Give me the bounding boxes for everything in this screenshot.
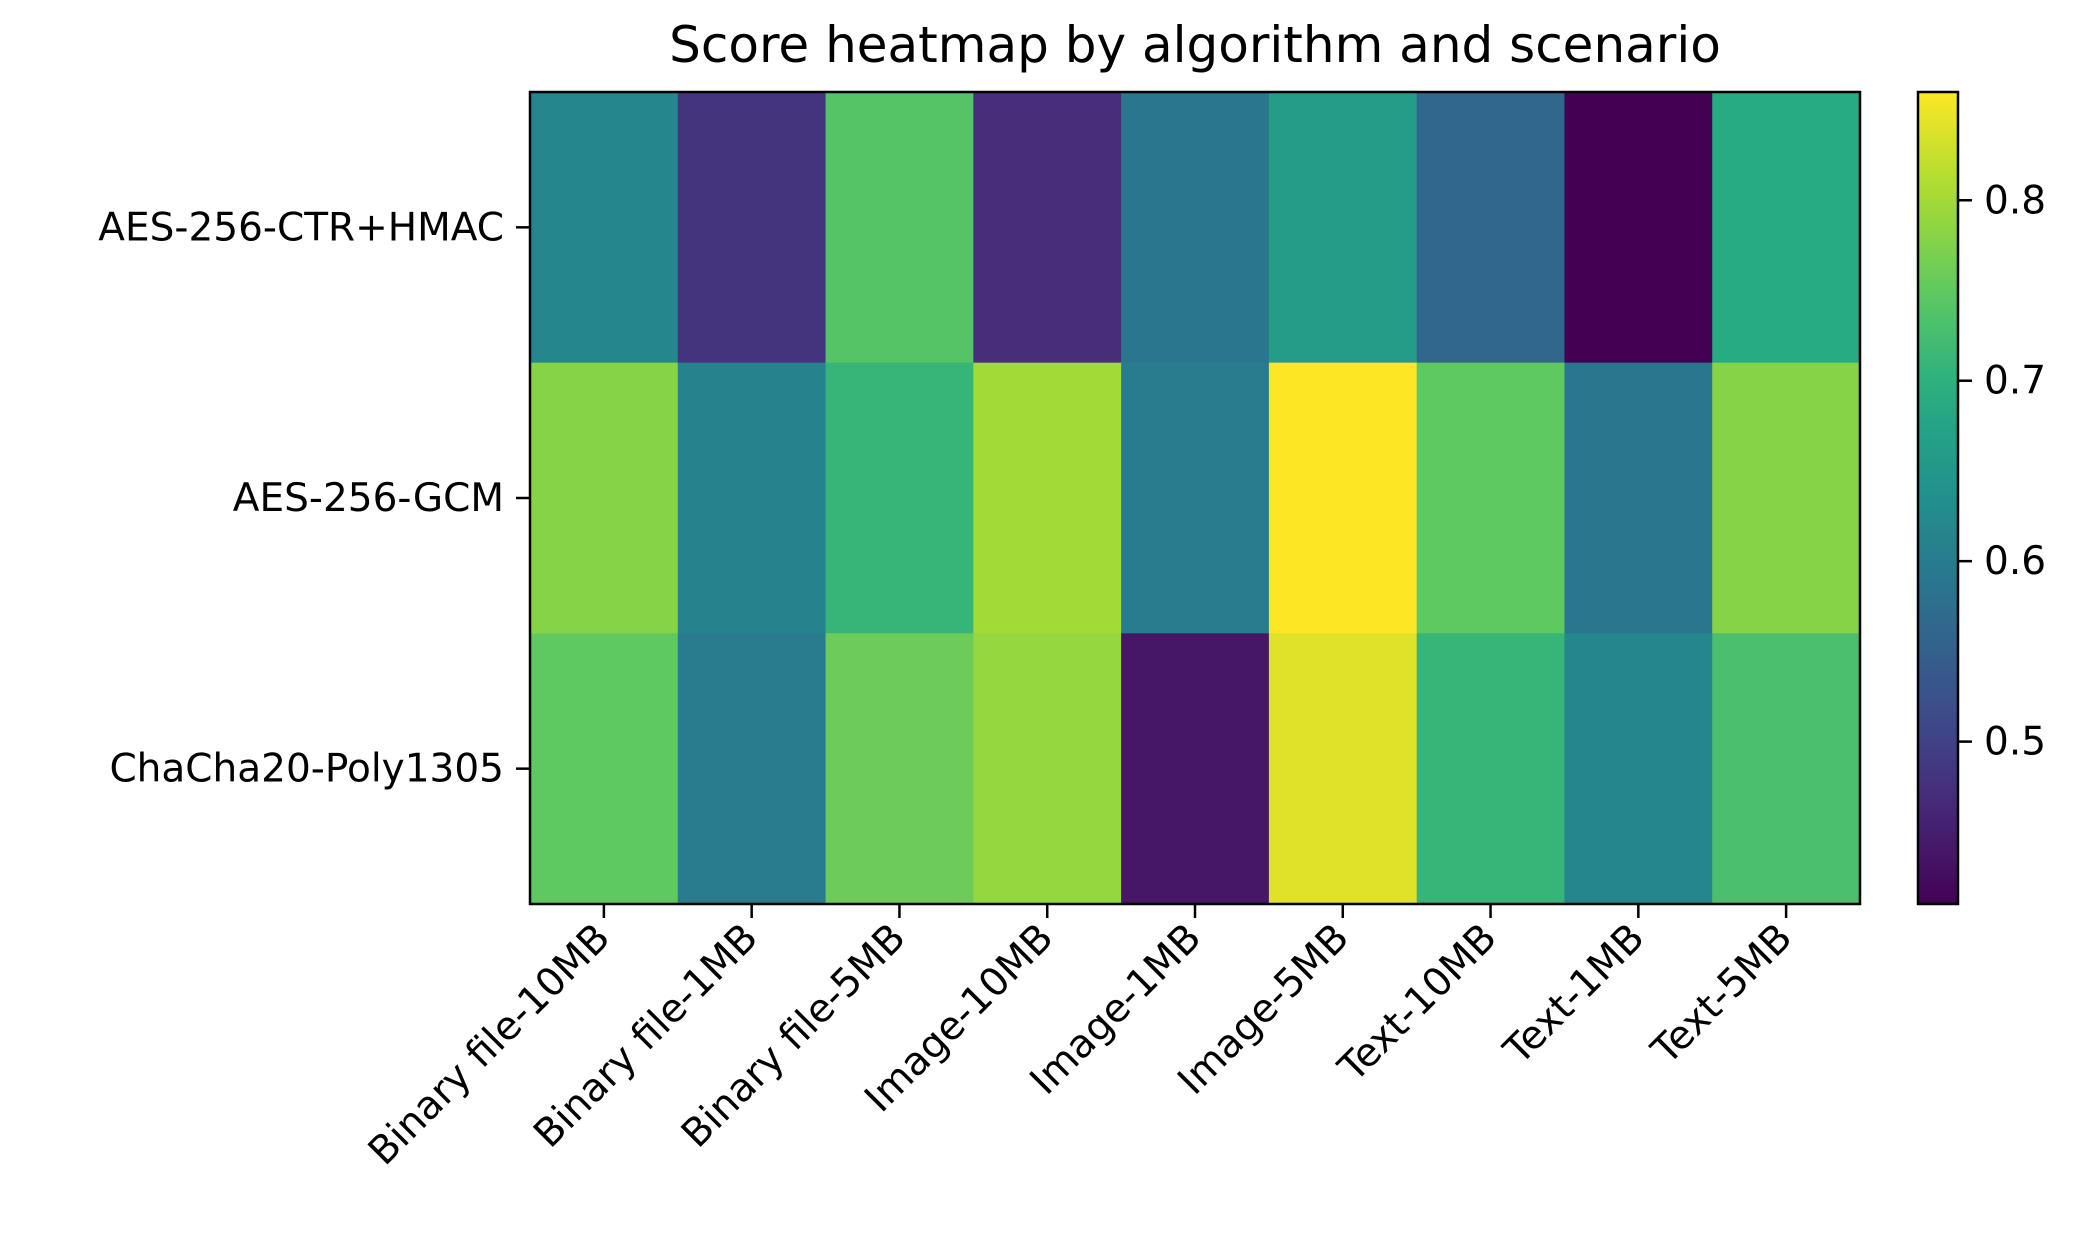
heatmap-cell — [1268, 633, 1418, 905]
x-tick-label: Text-10MB — [1330, 915, 1506, 1091]
heatmap-cell — [1712, 362, 1861, 634]
heatmap-cell — [825, 92, 974, 364]
heatmap-cell — [825, 362, 974, 634]
heatmap-cell — [1564, 92, 1713, 364]
heatmap-cell — [1268, 362, 1418, 634]
heatmap-cell — [1416, 633, 1566, 905]
heatmap-cell — [1564, 362, 1713, 634]
y-axis: AES-256-CTR+HMAC AES-256-GCM ChaCha20-Poly… — [98, 205, 530, 792]
heatmap-cell — [1712, 633, 1861, 905]
x-tick-label: Text-5MB — [1643, 915, 1802, 1074]
x-tick-label: Binary file-10MB — [360, 915, 619, 1174]
colorbar-tick-label: 0.6 — [1984, 539, 2046, 584]
heatmap-cell — [1416, 92, 1566, 364]
colorbar-tick-label: 0.8 — [1984, 178, 2046, 223]
chart-title: Score heatmap by algorithm and scenario — [669, 16, 1721, 74]
x-tick-label: Text-1MB — [1495, 915, 1654, 1074]
y-tick-label: ChaCha20-Poly1305 — [109, 747, 504, 792]
heatmap-cell — [973, 92, 1122, 364]
heatmap-cell — [1121, 362, 1270, 634]
heatmap-cell — [973, 362, 1122, 634]
heatmap-cell — [677, 362, 827, 634]
heatmap-cell — [973, 633, 1122, 905]
heatmap-cell — [530, 633, 679, 905]
colorbar-tick-label: 0.7 — [1984, 359, 2046, 404]
heatmap-cell — [825, 633, 974, 905]
colorbar-axis: 0.5 0.6 0.7 0.8 — [1958, 178, 2046, 765]
heatmap-cell — [1121, 92, 1270, 364]
heatmap-cell — [1416, 362, 1566, 634]
heatmap-cells — [530, 92, 1861, 905]
colorbar-tick-label: 0.5 — [1984, 720, 2046, 765]
heatmap-cell — [530, 362, 679, 634]
heatmap-cell — [677, 92, 827, 364]
heatmap-cell — [677, 633, 827, 905]
y-tick-label: AES-256-GCM — [233, 476, 504, 521]
heatmap-cell — [1121, 633, 1270, 905]
heatmap-cell — [1712, 92, 1861, 364]
colorbar — [1916, 90, 1960, 906]
heatmap-cell — [530, 92, 679, 364]
y-tick-label: AES-256-CTR+HMAC — [98, 205, 504, 250]
heatmap-cell — [1564, 633, 1713, 905]
heatmap-cell — [1268, 92, 1418, 364]
